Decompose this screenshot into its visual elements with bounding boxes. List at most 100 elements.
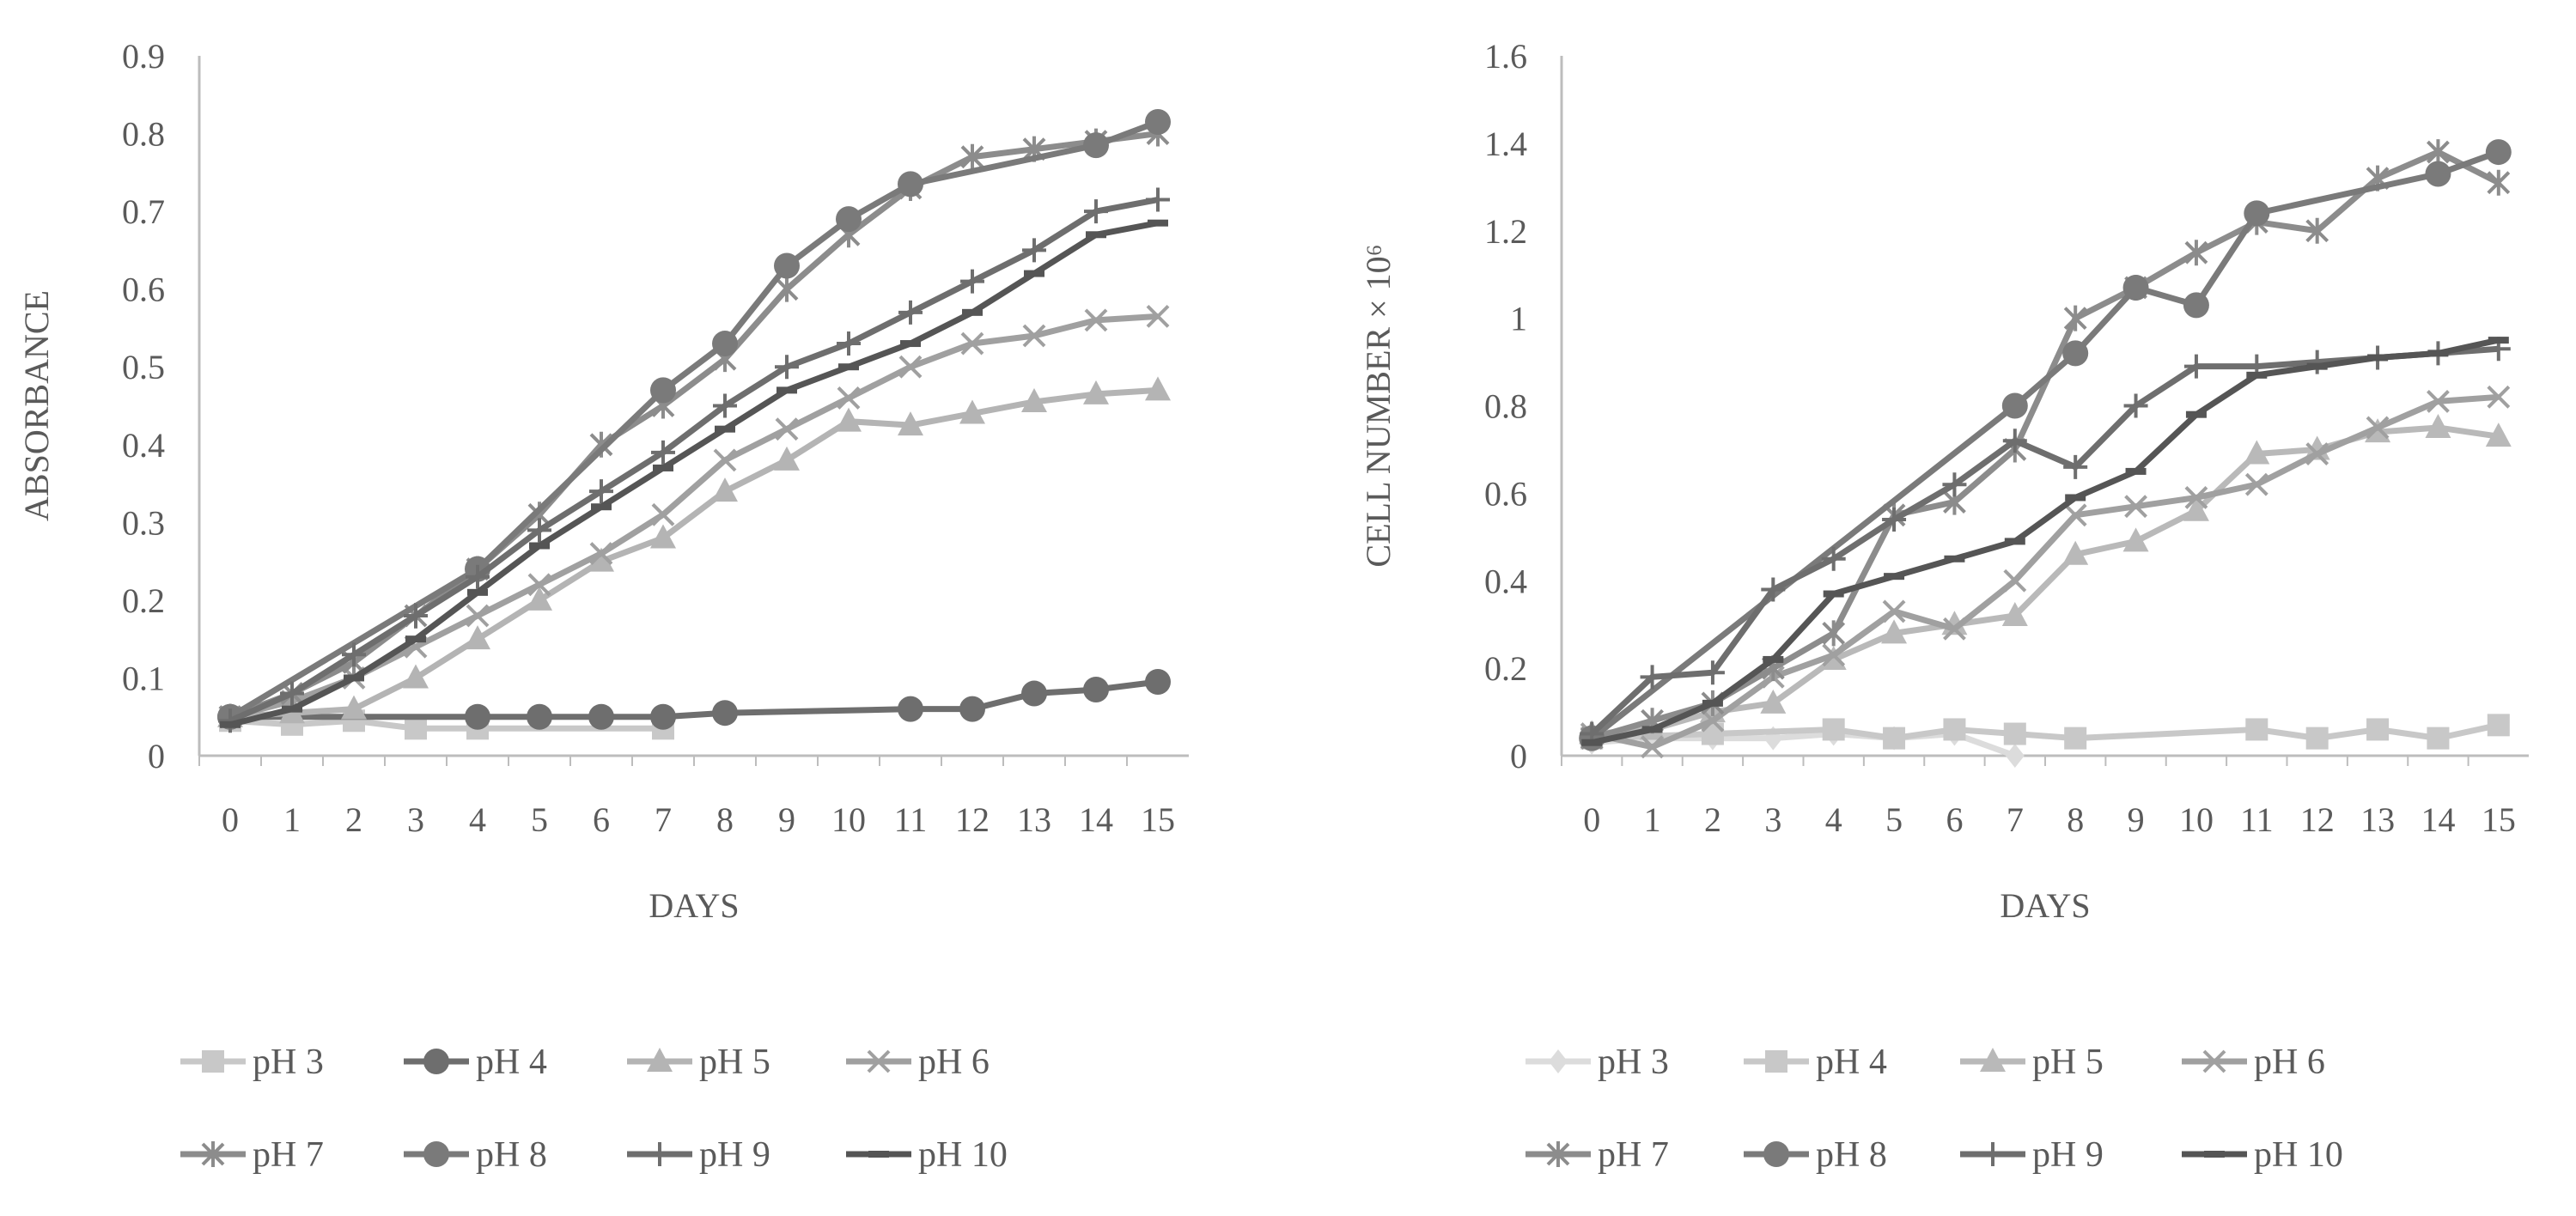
series-ph-6 (1580, 385, 2511, 759)
data-point (775, 355, 799, 380)
legend-label: pH 9 (699, 1135, 770, 1175)
x-tick-label: 13 (2360, 800, 2395, 839)
data-point (2063, 503, 2087, 527)
x-tick-label: 1 (1644, 800, 1661, 839)
data-point (2305, 217, 2329, 244)
absorbance-chart: 00.10.20.30.40.50.60.70.80.90 1 2 3 4 5 6 7 8 9 10… (17, 37, 1189, 1175)
data-point (651, 440, 675, 465)
legend-item: pH 4 (1744, 1043, 1887, 1082)
data-point (1581, 739, 1603, 746)
data-point (898, 300, 923, 325)
data-point (1084, 308, 1108, 332)
data-point (1146, 304, 1170, 328)
series-line (1590, 149, 2500, 741)
series-line (1589, 345, 2500, 737)
data-point (2064, 727, 2087, 750)
data-point (2427, 350, 2449, 357)
data-point (2183, 354, 2208, 379)
data-point (2245, 718, 2268, 741)
data-point (403, 664, 429, 689)
x-tick-label: 8 (716, 800, 734, 839)
data-point (959, 696, 985, 722)
y-tick-label: 0.4 (122, 426, 165, 465)
data-point (713, 448, 737, 472)
x-tick-label: 9 (778, 800, 795, 839)
data-point (898, 171, 923, 198)
data-point (2001, 602, 2028, 626)
series-line (1591, 424, 2500, 738)
data-point (712, 700, 738, 727)
data-point (2124, 495, 2147, 519)
x-tick-label: 0 (1583, 800, 1600, 839)
x-tick-label: 14 (1079, 800, 1113, 839)
series-ph-5 (1579, 413, 2512, 745)
data-point (405, 635, 426, 643)
data-point (466, 564, 490, 589)
legend: pH 3 pH 4 pH 5 pH 6 pH 7 pH 8 pH 9 pH 10 (180, 1043, 1008, 1175)
legend-item: pH 8 (404, 1135, 547, 1175)
data-point (837, 386, 861, 410)
legend-marker (1546, 1141, 1570, 1167)
x-tick-label: 14 (2421, 800, 2455, 839)
data-point (2305, 350, 2329, 374)
legend-label: pH 3 (253, 1043, 324, 1082)
data-point (713, 393, 737, 418)
legend-item: pH 6 (2182, 1043, 2325, 1082)
data-point (2183, 292, 2209, 319)
data-point (588, 703, 614, 730)
x-tick-label: 10 (831, 800, 866, 839)
x-tick-label: 4 (469, 800, 486, 839)
data-point (1822, 718, 1845, 741)
data-point (1822, 643, 1846, 667)
data-point (1942, 472, 1967, 497)
data-point (1760, 689, 1787, 714)
legend-label: pH 9 (2032, 1135, 2104, 1175)
data-point (1083, 677, 1109, 703)
legend-label: pH 10 (2254, 1135, 2343, 1175)
data-point (776, 386, 797, 394)
legend-item: pH 3 (180, 1043, 324, 1082)
series-line (229, 313, 1159, 720)
data-point (220, 720, 241, 728)
data-point (651, 502, 675, 526)
data-point (527, 518, 551, 543)
series-line (1591, 149, 2500, 741)
legend-label: pH 8 (1816, 1135, 1887, 1175)
data-point (2427, 727, 2450, 750)
y-tick-label: 0.8 (122, 115, 165, 154)
legend-label: pH 6 (2254, 1043, 2325, 1082)
data-point (465, 703, 490, 730)
data-point (2122, 274, 2149, 301)
data-point (527, 586, 552, 611)
data-point (836, 407, 862, 432)
y-tick-label: 0.4 (1484, 562, 1527, 600)
data-point (1881, 619, 1908, 644)
data-point (2184, 486, 2208, 509)
legend-marker (2202, 1049, 2226, 1073)
data-point (591, 503, 612, 511)
data-point (2001, 392, 2028, 419)
data-point (2485, 139, 2512, 166)
legend-label: pH 4 (1816, 1043, 1887, 1082)
y-tick-label: 1 (1510, 300, 1527, 338)
series-ph-5 (217, 376, 1171, 727)
legend-marker (202, 1050, 224, 1073)
data-point (653, 464, 673, 471)
data-point (1145, 108, 1171, 135)
data-point (1884, 573, 1905, 581)
x-tick-label: 13 (1017, 800, 1051, 839)
data-point (2003, 568, 2027, 593)
series-ph-10 (1581, 337, 2509, 746)
data-point (2487, 169, 2511, 196)
data-point (1763, 655, 1784, 663)
legend-label: pH 4 (476, 1043, 547, 1082)
data-point (1083, 132, 1109, 159)
data-point (282, 705, 302, 713)
data-point (2427, 139, 2450, 166)
y-tick-label: 0.3 (122, 503, 165, 542)
data-point (2062, 340, 2089, 367)
legend-marker (868, 1151, 889, 1158)
cell-number-chart: 00.20.40.60.811.21.41.60 1 2 3 4 5 6 7 8 9 10 11 12 1… (1359, 37, 2529, 1175)
data-point (712, 477, 738, 502)
legend-marker (2204, 1151, 2225, 1158)
